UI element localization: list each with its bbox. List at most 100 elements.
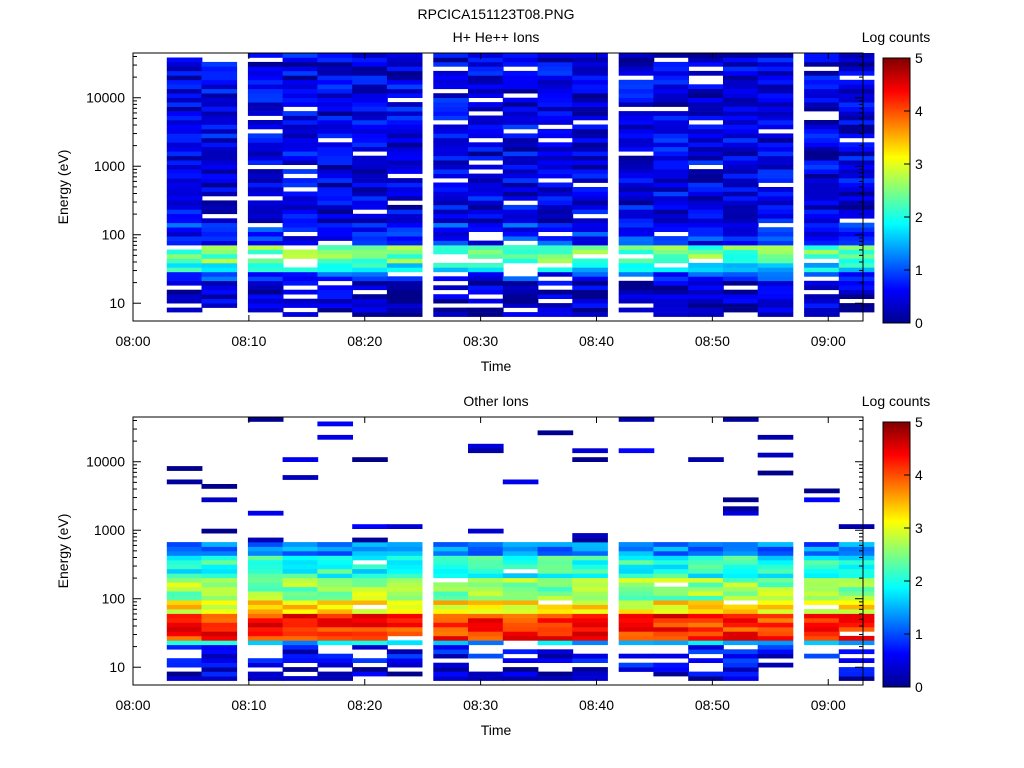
heatmap-cell [572,209,608,215]
heatmap-cell [166,254,203,259]
heatmap-cell [386,303,423,308]
heatmap-cell [688,111,724,116]
heatmap-cell [723,595,759,601]
heatmap-cells [166,417,875,681]
heatmap-cell [804,640,840,646]
heatmap-cell [688,209,724,215]
heatmap-cell [201,289,238,295]
heatmap-cell [247,510,284,516]
heatmap-cell [572,551,608,556]
heatmap-cell [572,236,608,241]
heatmap-cell [804,133,840,139]
heatmap-cell [723,97,759,103]
heatmap-cell [723,231,759,237]
heatmap-cell [757,294,794,299]
heatmap-cell [688,204,724,210]
heatmap-cell [653,79,689,85]
heatmap-cell [433,173,469,179]
heatmap-cell [166,294,203,299]
heatmap-cell [653,97,689,103]
heatmap-cell [537,128,574,134]
heatmap-cell [537,142,574,148]
heatmap-cell [723,510,759,516]
heatmap-cell [386,84,423,90]
heatmap-cell [468,142,504,148]
heatmap-cell [317,600,353,605]
heatmap-cell [723,209,759,215]
heatmap-cell [386,182,423,188]
heatmap-cell [433,124,469,130]
heatmap-cell [317,227,353,232]
heatmap-cell [688,182,724,188]
heatmap-cell [838,155,875,161]
heatmap-cell [468,595,504,601]
heatmap-cell [723,66,759,72]
heatmap-cell [282,142,319,148]
heatmap-cell [653,120,689,125]
heatmap-cell [723,591,759,596]
heatmap-cell [468,191,504,197]
heatmap-cell [757,635,794,641]
heatmap-cell [618,604,655,610]
heatmap-cell [166,546,203,552]
heatmap-cell [537,271,574,277]
heatmap-cell [502,137,539,143]
heatmap-cell [537,75,574,81]
heatmap-cell [757,555,794,561]
heatmap-cell [572,537,608,543]
heatmap-cell [838,604,875,610]
heatmap-cell [618,146,655,152]
heatmap-cell [723,137,759,143]
heatmap-cell [433,671,469,677]
heatmap-cell [166,676,203,681]
heatmap-cell [838,649,875,655]
heatmap-cell [688,671,724,677]
heatmap-cell [688,658,724,663]
heatmap-cell [352,236,388,241]
heatmap-cell [317,53,353,58]
heatmap-cell [201,200,238,206]
heatmap-cell [572,106,608,112]
heatmap-cell [247,187,284,192]
heatmap-cell [433,555,469,561]
heatmap-cell [838,271,875,277]
heatmap-cell [653,111,689,116]
heatmap-cell [502,61,539,67]
heatmap-cell [317,75,353,81]
heatmap-cell [688,613,724,619]
y-tick-label: 10 [109,295,125,311]
heatmap-cell [317,164,353,170]
heatmap-cell [433,75,469,81]
heatmap-cell [386,120,423,125]
heatmap-cell [386,285,423,291]
heatmap-cell [653,267,689,273]
heatmap-cell [166,182,203,188]
heatmap-cell [537,604,574,610]
heatmap-cell [386,653,423,659]
heatmap-cell [653,294,689,299]
heatmap-cell [804,303,840,308]
heatmap-cell [502,254,539,259]
heatmap-cell [317,187,353,192]
heatmap-cell [537,61,574,67]
heatmap-cell [537,164,574,170]
heatmap-cell [317,285,353,291]
heatmap-cell [723,191,759,197]
heatmap-cell [386,622,423,628]
heatmap-cell [723,102,759,107]
heatmap-cell [386,61,423,67]
heatmap-cell [653,160,689,165]
heatmap-cell [618,285,655,291]
heatmap-cell [537,245,574,250]
heatmap-cell [317,559,353,565]
heatmap-cell [502,155,539,161]
heatmap-cell [201,84,238,90]
heatmap-cell [352,115,388,121]
heatmap-cell [166,626,203,632]
heatmap-cell [618,187,655,192]
heatmap-cell [386,542,423,547]
heatmap-cell [618,93,655,98]
heatmap-cell [247,236,284,241]
heatmap-cell [468,79,504,85]
heatmap-cell [468,676,504,681]
